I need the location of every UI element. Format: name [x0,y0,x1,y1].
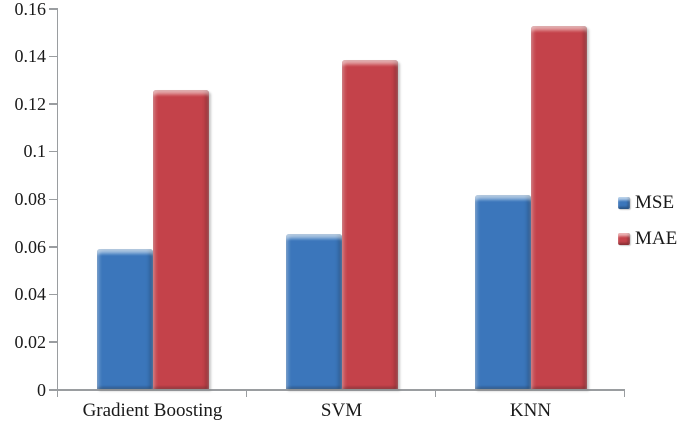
y-tick-label: 0.12 [14,93,47,114]
legend-label-mae: MAE [635,228,678,249]
x-tick-mark [623,389,625,397]
x-category-label: SVM [320,400,363,421]
y-tick-mark [48,55,57,58]
bar-mae-svm [342,60,398,389]
x-category-label: Gradient Boosting [82,400,223,421]
x-category-label: KNN [509,400,552,421]
y-tick-mark [48,389,57,391]
bar-mse-knn [475,194,531,389]
y-tick-mark [48,8,57,10]
legend-swatch-mae [618,233,630,245]
legend-item-mse: MSE [618,190,677,216]
y-axis-line [56,8,58,391]
y-tick-label: 0.14 [14,46,47,67]
legend-label-mse: MSE [635,192,675,213]
y-tick-label: 0.1 [23,141,47,162]
y-tick-mark [48,293,57,296]
x-tick-mark [56,389,58,397]
y-tick-mark [48,198,57,200]
legend-item-mae: MAE [618,226,677,252]
x-tick-mark [434,389,436,397]
y-tick-mark [48,341,57,343]
y-tick-label: 0.08 [14,189,47,209]
x-tick-mark [245,389,247,397]
y-tick-label: 0.02 [14,331,47,352]
y-tick-label: 0.04 [14,284,47,305]
y-tick-label: 0 [37,379,46,400]
legend-swatch-mse [618,197,630,209]
bar-mae-gradient-boosting [153,90,209,389]
y-tick-mark [48,150,57,153]
y-tick-mark [48,246,57,248]
bar-mse-gradient-boosting [97,248,153,389]
x-axis-line [56,389,625,391]
bar-mae-knn [531,25,587,389]
legend: MSE MAE [618,190,677,252]
y-tick-mark [48,103,57,105]
y-tick-label: 0.16 [14,0,47,19]
y-tick-label: 0.06 [14,236,47,257]
bar-mse-svm [286,234,342,389]
